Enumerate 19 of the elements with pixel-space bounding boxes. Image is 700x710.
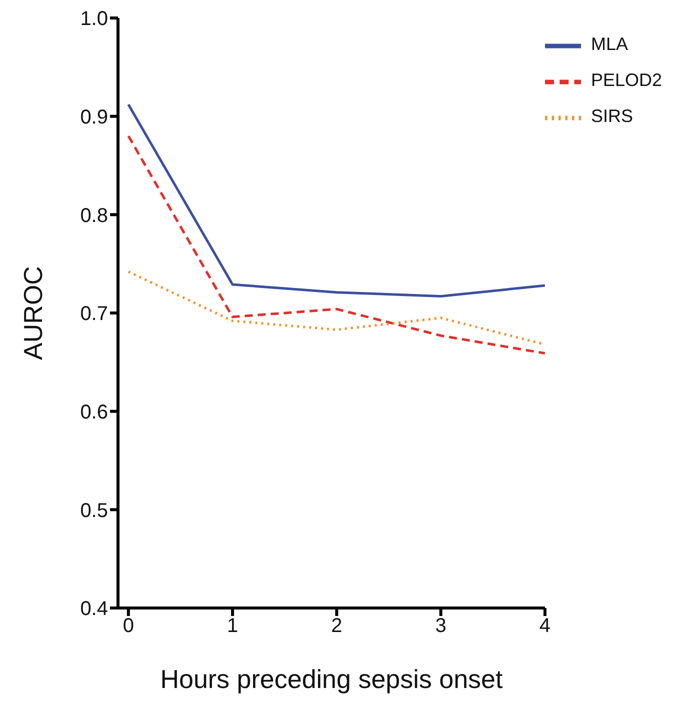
y-tick-label: 0.4 (80, 598, 108, 620)
y-tick-label: 1.0 (80, 8, 108, 30)
legend-label: PELOD2 (590, 70, 662, 90)
x-axis-title: Hours preceding sepsis onset (160, 664, 504, 694)
line-series (127, 134, 545, 355)
y-tick-label: 0.5 (80, 500, 108, 522)
y-tick-label: 0.6 (80, 401, 108, 424)
y-tick-label: 0.8 (80, 204, 108, 227)
y-tick-label: 0.9 (80, 106, 108, 128)
x-tick-label: 3 (435, 615, 446, 638)
legend-label: MLA (590, 34, 628, 54)
x-tick-label: 1 (226, 615, 238, 638)
line-series (127, 103, 545, 298)
x-tick-label: 0 (122, 615, 134, 638)
y-tick-label: 0.7 (80, 303, 108, 326)
y-axis-title: AUROC (18, 266, 48, 360)
x-tick-label: 2 (331, 615, 342, 638)
legend-label: SIRS (590, 106, 633, 126)
x-tick-label: 4 (539, 615, 551, 638)
